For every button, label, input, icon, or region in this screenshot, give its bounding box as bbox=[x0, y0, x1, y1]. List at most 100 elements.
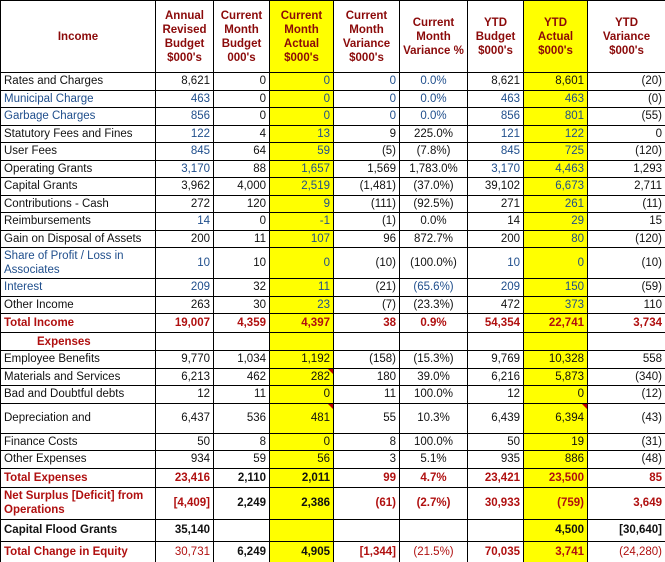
row-label: Employee Benefits bbox=[0, 350, 156, 369]
row-label: User Fees bbox=[0, 142, 156, 161]
cell-ytdv: 3,649 bbox=[587, 486, 665, 520]
cell-ytdv: 1,293 bbox=[587, 159, 665, 178]
cell-ytdb: 6,439 bbox=[467, 402, 524, 434]
cell-cmb: 11 bbox=[213, 229, 270, 248]
expense-row: Employee Benefits 9,770 1,034 1,192 (158) (15… bbox=[0, 350, 665, 369]
header-current-month-variance: Current Month Variance $000's bbox=[333, 0, 400, 73]
cell-cmv: (111) bbox=[333, 194, 400, 213]
cell-cmb: 120 bbox=[213, 194, 270, 213]
cell-cmv: 8 bbox=[333, 432, 400, 451]
cell-cmvp: 0.0% bbox=[399, 107, 468, 126]
cell-arb: 6,437 bbox=[155, 402, 214, 434]
cell-ytda: 29 bbox=[523, 212, 588, 231]
cell-cmvp: (23.3%) bbox=[399, 295, 468, 314]
row-label: Garbage Charges bbox=[0, 107, 156, 126]
income-row: Operating Grants 3,170 88 1,657 1,569 1,783.0… bbox=[0, 159, 665, 178]
cell-arb: 50 bbox=[155, 432, 214, 451]
cell-ytdv: (31) bbox=[587, 432, 665, 451]
cell-cmv: 180 bbox=[333, 367, 400, 386]
income-row: Share of Profit / Loss in Associates 10 10… bbox=[0, 247, 665, 279]
cell-cma: 9 bbox=[269, 194, 334, 213]
cell-cmvp: 0.0% bbox=[399, 72, 468, 91]
cell-arb: 263 bbox=[155, 295, 214, 314]
income-row: Rates and Charges 8,621 0 0 0 0.0% 8,621 8,601(… bbox=[0, 72, 665, 91]
expense-row: Bad and Doubtful debts 12 11 0 11 100.0% 12 0 (1… bbox=[0, 385, 665, 404]
income-row: Statutory Fees and Fines 122 4 13 9 225.0% 121… bbox=[0, 124, 665, 143]
cell-cmvp: (15.3%) bbox=[399, 350, 468, 369]
cell-cmvp: 0.9% bbox=[399, 313, 468, 333]
cell-ytdv: 3,734 bbox=[587, 313, 665, 333]
cell-ytdb: 271 bbox=[467, 194, 524, 213]
cell-cmb: 4 bbox=[213, 124, 270, 143]
row-label: Finance Costs bbox=[0, 432, 156, 451]
income-row: Garbage Charges 856 0 0 0 0.0% 856 801 (55) bbox=[0, 107, 665, 126]
cell-ytdb: 6,216 bbox=[467, 367, 524, 386]
cell-ytdv: (55) bbox=[587, 107, 665, 126]
row-label: Operating Grants bbox=[0, 159, 156, 178]
cell-ytda: 6,394 bbox=[523, 402, 588, 434]
cell-cmvp: (2.7%) bbox=[399, 486, 468, 520]
cell-cma: 481 bbox=[269, 402, 334, 434]
cell-cmb bbox=[213, 518, 270, 542]
cell-cmb: 2,110 bbox=[213, 467, 270, 488]
cell-cmb: 32 bbox=[213, 278, 270, 297]
cell-cmb: 59 bbox=[213, 450, 270, 469]
cell-ytdb: 209 bbox=[467, 278, 524, 297]
cell-arb: 122 bbox=[155, 124, 214, 143]
cell-cmvp: 872.7% bbox=[399, 229, 468, 248]
cell-ytda: 4,463 bbox=[523, 159, 588, 178]
cell-ytdb: 845 bbox=[467, 142, 524, 161]
row-label: Other Income bbox=[0, 295, 156, 314]
cell-ytdv: 558 bbox=[587, 350, 665, 369]
cell-cmv: 9 bbox=[333, 124, 400, 143]
header-current-month-actual: Current Month Actual $000's bbox=[269, 0, 334, 73]
row-label: Total Expenses bbox=[0, 467, 156, 488]
total-expenses-row: Total Expenses 23,416 2,110 2,011 99 4.7% 23,4… bbox=[0, 467, 665, 488]
cell-cma: 56 bbox=[269, 450, 334, 469]
cell-cmv: (10) bbox=[333, 247, 400, 279]
cell-cmb: 30 bbox=[213, 295, 270, 314]
cell-ytdb: 23,421 bbox=[467, 467, 524, 488]
capital-flood-row: Capital Flood Grants 35,140 4,500 [30,640] bbox=[0, 518, 665, 542]
cell-cmvp: 39.0% bbox=[399, 367, 468, 386]
cell-arb: 9,770 bbox=[155, 350, 214, 369]
cell-cmv: (5) bbox=[333, 142, 400, 161]
cell-cmb: 0 bbox=[213, 89, 270, 108]
cell-ytda: 80 bbox=[523, 229, 588, 248]
cell-ytdb: 121 bbox=[467, 124, 524, 143]
cell-cma: 2,519 bbox=[269, 177, 334, 196]
row-label: Total Change in Equity bbox=[0, 540, 156, 562]
cell-cma: 59 bbox=[269, 142, 334, 161]
income-row: Other Income 263 30 23 (7) (23.3%) 472 373 110 bbox=[0, 295, 665, 314]
header-ytd-variance: YTD Variance $000's bbox=[587, 0, 665, 73]
cell-cmvp: (7.8%) bbox=[399, 142, 468, 161]
cell-cmb: 536 bbox=[213, 402, 270, 434]
cell-ytda: 0 bbox=[523, 247, 588, 279]
cell-cmvp: (92.5%) bbox=[399, 194, 468, 213]
income-row: Reimbursements 14 0 -1 (1) 0.0% 14 29 15 bbox=[0, 212, 665, 231]
cell-ytdv: 85 bbox=[587, 467, 665, 488]
cell-cmb: 4,000 bbox=[213, 177, 270, 196]
empty-cell bbox=[155, 332, 214, 351]
cell-ytdv: (20) bbox=[587, 72, 665, 91]
cell-cmvp: (65.6%) bbox=[399, 278, 468, 297]
row-label: Materials and Services bbox=[0, 367, 156, 386]
cell-cmvp: 5.1% bbox=[399, 450, 468, 469]
header-current-month-variance-pct: Current Month Variance % bbox=[399, 0, 468, 73]
cell-ytda: 886 bbox=[523, 450, 588, 469]
cell-arb: [4,409] bbox=[155, 486, 214, 520]
expense-row: Materials and Services 6,213 462 282 180 39.0… bbox=[0, 367, 665, 386]
cell-arb: 272 bbox=[155, 194, 214, 213]
cell-ytdb: 12 bbox=[467, 385, 524, 404]
cell-cmb: 88 bbox=[213, 159, 270, 178]
header-annual-revised-budget: Annual Revised Budget $000's bbox=[155, 0, 214, 73]
header-income: Income bbox=[0, 0, 156, 73]
cell-arb: 14 bbox=[155, 212, 214, 231]
row-label: Capital Flood Grants bbox=[0, 518, 156, 542]
empty-cell bbox=[399, 332, 468, 351]
cell-cmvp: (37.0%) bbox=[399, 177, 468, 196]
cell-ytda: 373 bbox=[523, 295, 588, 314]
cell-ytda: 19 bbox=[523, 432, 588, 451]
cell-cmb: 64 bbox=[213, 142, 270, 161]
